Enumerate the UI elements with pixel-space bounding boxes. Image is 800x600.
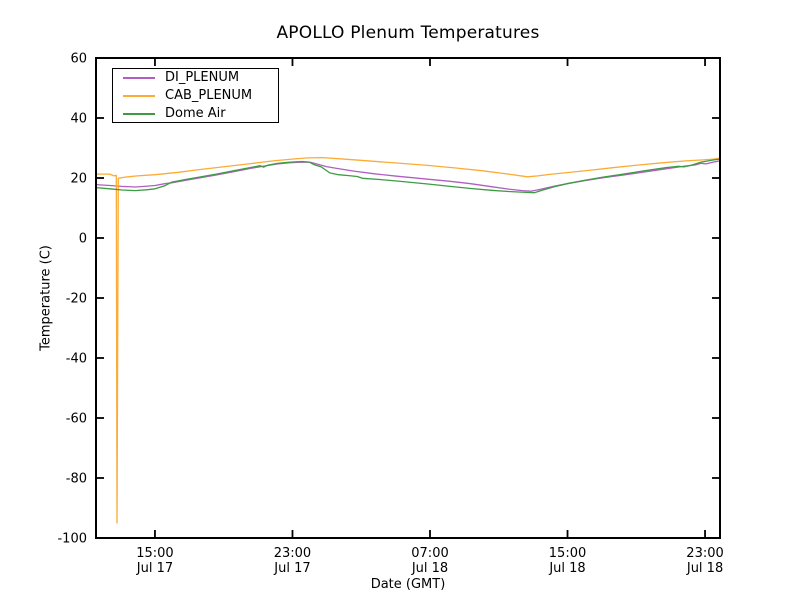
svg-text:-20: -20 — [66, 292, 87, 307]
svg-text:23:00: 23:00 — [686, 546, 723, 561]
svg-text:-40: -40 — [66, 352, 87, 367]
svg-text:Jul 18: Jul 18 — [686, 561, 723, 576]
svg-text:40: 40 — [70, 112, 87, 127]
svg-text:23:00: 23:00 — [274, 546, 311, 561]
legend-entry-dome-air: Dome Air — [113, 105, 278, 123]
y-axis-label: Temperature (C) — [38, 245, 54, 351]
svg-text:Jul 18: Jul 18 — [411, 561, 448, 576]
svg-text:-60: -60 — [66, 412, 87, 427]
legend-label-cab-plenum: CAB_PLENUM — [165, 87, 253, 103]
svg-text:15:00: 15:00 — [136, 546, 173, 561]
legend-entry-di-plenum: DI_PLENUM — [113, 69, 278, 87]
legend: DI_PLENUM CAB_PLENUM Dome Air — [112, 68, 279, 123]
svg-text:07:00: 07:00 — [411, 546, 448, 561]
svg-text:60: 60 — [70, 52, 87, 67]
chart-title: APOLLO Plenum Temperatures — [276, 23, 540, 43]
dome-air-line-swatch — [123, 112, 155, 115]
svg-text:Jul 18: Jul 18 — [548, 561, 585, 576]
svg-text:20: 20 — [70, 172, 87, 187]
svg-text:0: 0 — [79, 232, 87, 247]
legend-label-di-plenum: DI_PLENUM — [165, 69, 240, 85]
svg-text:Jul 17: Jul 17 — [273, 561, 310, 576]
legend-entry-cab-plenum: CAB_PLENUM — [113, 87, 278, 105]
x-axis-label: Date (GMT) — [370, 577, 446, 592]
svg-text:Jul 17: Jul 17 — [136, 561, 173, 576]
svg-text:-80: -80 — [66, 472, 87, 487]
svg-text:15:00: 15:00 — [549, 546, 586, 561]
di-plenum-line-swatch — [123, 76, 155, 79]
legend-label-dome-air: Dome Air — [165, 105, 226, 121]
svg-text:-100: -100 — [57, 532, 87, 547]
cab-plenum-line-swatch — [123, 94, 155, 97]
